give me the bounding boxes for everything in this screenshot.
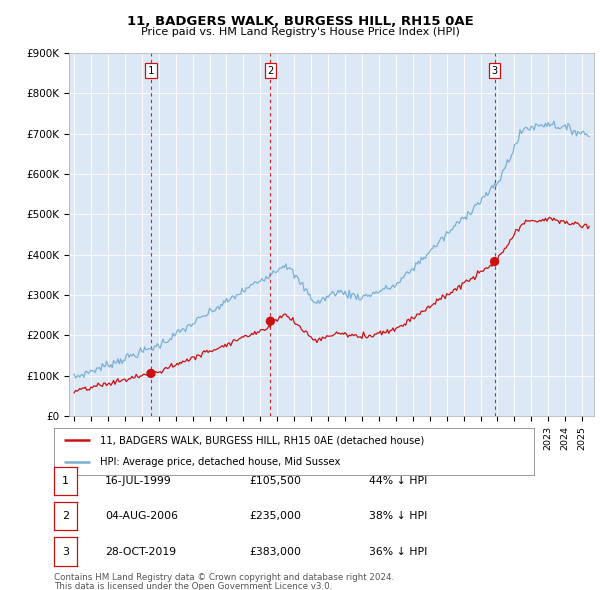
Point bbox=[490, 257, 499, 266]
Text: Price paid vs. HM Land Registry's House Price Index (HPI): Price paid vs. HM Land Registry's House … bbox=[140, 27, 460, 37]
Text: 2: 2 bbox=[62, 512, 69, 521]
Text: 1: 1 bbox=[148, 66, 154, 76]
Text: 11, BADGERS WALK, BURGESS HILL, RH15 0AE (detached house): 11, BADGERS WALK, BURGESS HILL, RH15 0AE… bbox=[100, 435, 424, 445]
Text: £105,500: £105,500 bbox=[249, 476, 301, 486]
Text: HPI: Average price, detached house, Mid Sussex: HPI: Average price, detached house, Mid … bbox=[100, 457, 340, 467]
Text: 44% ↓ HPI: 44% ↓ HPI bbox=[369, 476, 427, 486]
Text: 38% ↓ HPI: 38% ↓ HPI bbox=[369, 512, 427, 521]
Text: 1: 1 bbox=[62, 476, 69, 486]
Point bbox=[266, 316, 275, 326]
Text: £235,000: £235,000 bbox=[249, 512, 301, 521]
Point bbox=[146, 369, 156, 378]
Text: 36% ↓ HPI: 36% ↓ HPI bbox=[369, 547, 427, 556]
Text: 11, BADGERS WALK, BURGESS HILL, RH15 0AE: 11, BADGERS WALK, BURGESS HILL, RH15 0AE bbox=[127, 15, 473, 28]
Text: Contains HM Land Registry data © Crown copyright and database right 2024.: Contains HM Land Registry data © Crown c… bbox=[54, 573, 394, 582]
Text: 2: 2 bbox=[267, 66, 274, 76]
Text: 04-AUG-2006: 04-AUG-2006 bbox=[105, 512, 178, 521]
Text: £383,000: £383,000 bbox=[249, 547, 301, 556]
Text: 3: 3 bbox=[62, 547, 69, 556]
Text: This data is licensed under the Open Government Licence v3.0.: This data is licensed under the Open Gov… bbox=[54, 582, 332, 590]
Text: 28-OCT-2019: 28-OCT-2019 bbox=[105, 547, 176, 556]
Text: 3: 3 bbox=[491, 66, 498, 76]
Text: 16-JUL-1999: 16-JUL-1999 bbox=[105, 476, 172, 486]
